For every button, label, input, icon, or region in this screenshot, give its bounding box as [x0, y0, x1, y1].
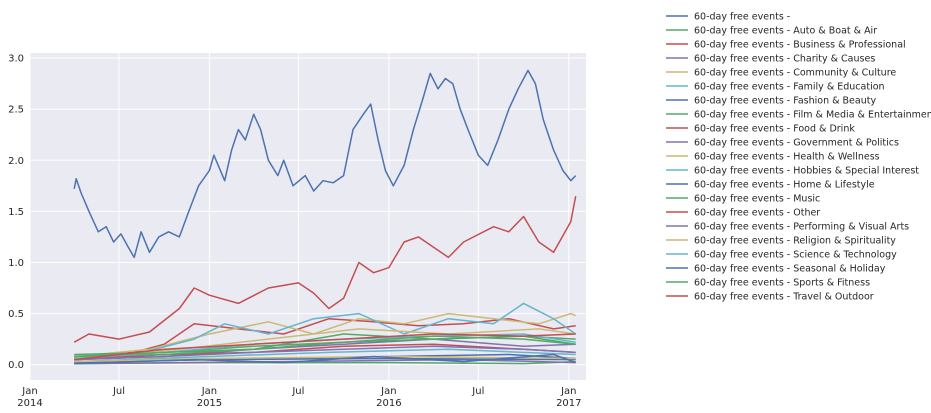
- legend-entry-label: 60-day free events - Performing & Visual…: [694, 222, 909, 233]
- series-line-2: [74, 317, 576, 358]
- legend-entry-label: 60-day free events - Community & Culture: [694, 68, 896, 79]
- legend-entry-label: 60-day free events - Travel & Outdoor: [694, 292, 874, 303]
- legend-entry-label: 60-day free events - Religion & Spiritua…: [694, 236, 896, 247]
- series-line-10: [74, 328, 576, 360]
- y-axis-tick-labels: 0.0 0.5 1.0 1.5 2.0 2.5 3.0: [8, 54, 24, 372]
- legend-entry-label: 60-day free events - Home & Lifestyle: [694, 180, 875, 191]
- y-tick-label: 0.5: [8, 309, 24, 320]
- x-tick-year-label: 2014: [17, 398, 42, 409]
- series-line-5: [74, 302, 577, 361]
- x-tick-year-label: 2015: [197, 398, 222, 409]
- legend-entry-label: 60-day free events - Music: [694, 194, 820, 205]
- series-line-9: [74, 358, 576, 365]
- x-tick-label: Jul: [112, 386, 125, 397]
- series-line-18: [74, 353, 576, 365]
- legend-entry-label: 60-day free events - Hobbies & Special I…: [694, 166, 919, 177]
- legend-entry-label: 60-day free events - Charity & Causes: [694, 54, 875, 65]
- legend-entry-label: 60-day free events - Film & Media & Ente…: [694, 110, 931, 121]
- series-lines: [73, 69, 577, 365]
- legend-entry-label: 60-day free events - Fashion & Beauty: [694, 96, 876, 107]
- y-tick-label: 0.0: [8, 360, 24, 371]
- y-tick-label: 2.0: [8, 156, 24, 167]
- x-tick-year-label: 2016: [376, 398, 401, 409]
- series-line-15: [74, 345, 576, 361]
- series-line-20: [74, 333, 576, 361]
- y-tick-label: 1.0: [8, 258, 24, 269]
- x-tick-year-label: 2017: [556, 398, 581, 409]
- series-line-14: [73, 195, 577, 343]
- y-tick-label: 2.5: [8, 105, 24, 116]
- series-line-0: [73, 69, 577, 259]
- legend-entry-label: 60-day free events - Other: [694, 208, 820, 219]
- x-tick-label: Jan: [201, 386, 217, 397]
- x-tick-label: Jan: [380, 386, 396, 397]
- legend-entry-label: 60-day free events - Government & Politi…: [694, 138, 899, 149]
- legend-entry-label: 60-day free events - Science & Technolog…: [694, 250, 897, 261]
- x-tick-label: Jan: [560, 386, 576, 397]
- legend-entry-label: 60-day free events - Family & Education: [694, 82, 885, 93]
- series-line-11: [74, 348, 576, 363]
- legend-entry-label: 60-day free events -: [694, 12, 790, 23]
- legend: 60-day free events - 60-day free events -…: [666, 12, 931, 303]
- legend-entry-label: 60-day free events - Business & Professi…: [694, 40, 906, 51]
- series-line-19: [74, 335, 576, 358]
- legend-entry-label: 60-day free events - Food & Drink: [694, 124, 855, 135]
- x-tick-label: Jan: [21, 386, 37, 397]
- legend-entry-label: 60-day free events - Health & Wellness: [694, 152, 880, 163]
- x-tick-label: Jul: [291, 386, 304, 397]
- legend-entry-label: 60-day free events - Sports & Fitness: [694, 278, 870, 289]
- y-tick-label: 1.5: [8, 207, 24, 218]
- legend-entry-label: 60-day free events - Auto & Boat & Air: [694, 26, 877, 37]
- legend-entry-label: 60-day free events - Seasonal & Holiday: [694, 264, 886, 275]
- series-line-16: [74, 355, 576, 363]
- y-tick-label: 3.0: [8, 54, 24, 65]
- x-tick-label: Jul: [471, 386, 484, 397]
